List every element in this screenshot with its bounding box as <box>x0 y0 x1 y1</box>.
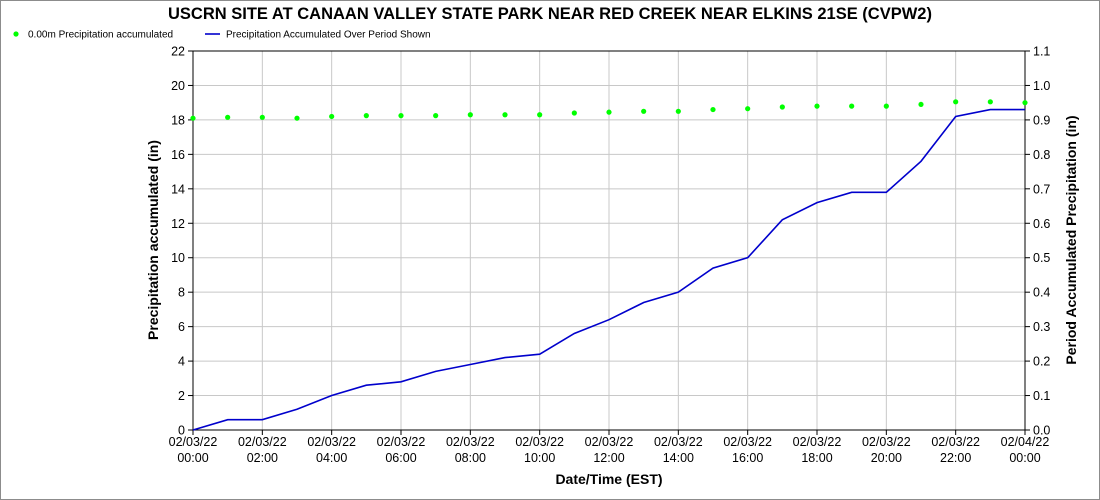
x-tick-label-time: 02:00 <box>247 451 278 465</box>
y-tick-label-left: 16 <box>171 148 185 162</box>
y-tick-label-right: 0.6 <box>1033 217 1050 231</box>
y-tick-label-left: 10 <box>171 251 185 265</box>
x-tick-label-time: 10:00 <box>524 451 555 465</box>
y-tick-label-left: 12 <box>171 217 185 231</box>
x-tick-label-time: 06:00 <box>385 451 416 465</box>
y-tick-label-right: 0.9 <box>1033 113 1050 127</box>
y-tick-label-left: 0 <box>178 424 185 438</box>
y-ticks-right: 0.0 0.1 0.2 0.3 0.4 0.5 0.6 0.7 0.8 0.9 1.0 1.1 <box>1033 45 1050 438</box>
data-point <box>259 114 265 120</box>
plot-area-border <box>192 50 1026 431</box>
data-point <box>606 109 612 115</box>
data-point <box>467 112 473 118</box>
data-point <box>571 110 577 116</box>
data-point <box>953 99 959 105</box>
x-tick-label-date: 02/03/22 <box>169 435 218 449</box>
x-tick-label-time: 20:00 <box>871 451 902 465</box>
chart-title: USCRN SITE AT CANAAN VALLEY STATE PARK N… <box>168 5 932 23</box>
y-axis-label-right: Period Accumulated Precipitation (in) <box>1063 115 1079 364</box>
y-tick-label-right: 0.0 <box>1033 424 1050 438</box>
data-point <box>918 101 924 108</box>
y-axis-label-left: Precipitation accumulated (in) <box>145 140 161 340</box>
x-tick-label-date: 02/03/22 <box>931 435 980 449</box>
x-tick-label-date: 02/03/22 <box>238 435 287 449</box>
y-tick-label-right: 0.7 <box>1033 182 1050 196</box>
y-tick-label-right: 0.2 <box>1033 355 1050 369</box>
data-point <box>294 115 300 121</box>
series-precipitation-accumulated <box>190 99 1028 121</box>
data-point <box>329 113 335 120</box>
data-point <box>641 108 647 114</box>
x-tick-label-date: 02/03/22 <box>515 435 564 449</box>
x-axis-label: Date/Time (EST) <box>555 471 662 487</box>
y-tick-label-right: 1.1 <box>1033 45 1050 59</box>
x-tick-label-date: 02/03/22 <box>862 435 911 449</box>
data-point <box>883 103 889 109</box>
y-tick-label-right: 1.0 <box>1033 79 1050 93</box>
x-tick-label-time: 08:00 <box>455 451 486 465</box>
data-point <box>190 115 196 121</box>
y-tick-label-left: 2 <box>178 389 185 403</box>
data-point <box>987 99 993 105</box>
grid <box>192 50 1026 431</box>
x-tick-label-date: 02/03/22 <box>793 435 842 449</box>
data-point <box>814 103 820 109</box>
y-tick-label-left: 18 <box>171 113 185 127</box>
x-tick-label-date: 02/04/22 <box>1001 435 1050 449</box>
series-line-period-accumulated <box>192 108 1025 431</box>
y-ticks-left: 0 2 4 6 8 10 12 14 16 18 20 22 <box>171 45 185 438</box>
legend-label-line: Precipitation Accumulated Over Period Sh… <box>226 30 431 41</box>
x-tick-label-time: 12:00 <box>593 451 624 465</box>
data-point <box>1022 100 1028 106</box>
data-point <box>675 108 681 114</box>
y-tick-label-left: 22 <box>171 45 185 59</box>
y-tick-label-right: 0.1 <box>1033 389 1050 403</box>
y-tick-label-right: 0.8 <box>1033 148 1050 162</box>
legend-marker-points <box>13 31 19 37</box>
y-tick-label-right: 0.5 <box>1033 251 1050 265</box>
x-tick-label-date: 02/03/22 <box>446 435 495 449</box>
legend: 0.00m Precipitation accumulated Precipita… <box>13 30 431 41</box>
y-tick-label-left: 4 <box>178 355 185 369</box>
data-point <box>363 113 369 119</box>
x-tick-label-time: 14:00 <box>663 451 694 465</box>
x-tick-label-time: 16:00 <box>732 451 763 465</box>
data-point <box>433 113 439 119</box>
series-period-accumulated <box>192 108 1025 431</box>
data-point <box>710 106 716 113</box>
legend-label-points: 0.00m Precipitation accumulated <box>28 30 173 41</box>
y-tick-label-right: 0.4 <box>1033 286 1050 300</box>
data-point <box>779 104 785 110</box>
data-point <box>745 106 751 112</box>
data-point <box>537 112 543 118</box>
x-tick-label-date: 02/03/22 <box>377 435 426 449</box>
x-tick-label-date: 02/03/22 <box>723 435 772 449</box>
y-tick-label-left: 20 <box>171 79 185 93</box>
x-tick-label-time: 04:00 <box>316 451 347 465</box>
x-tick-label-time: 00:00 <box>177 451 208 465</box>
data-point <box>849 103 855 109</box>
data-point <box>502 112 508 118</box>
x-tick-label-date: 02/03/22 <box>307 435 356 449</box>
x-tick-label-time: 18:00 <box>801 451 832 465</box>
axes <box>188 50 1030 435</box>
y-tick-label-right: 0.3 <box>1033 320 1050 334</box>
x-ticks: 02/03/22 00:00 02/03/22 02:00 02/03/22 04:00 0… <box>169 435 1050 465</box>
data-point <box>225 114 231 120</box>
y-tick-label-left: 8 <box>178 286 185 300</box>
x-tick-label-time: 22:00 <box>940 451 971 465</box>
data-point <box>398 113 404 119</box>
x-tick-label-date: 02/03/22 <box>585 435 634 449</box>
y-tick-label-left: 6 <box>178 320 185 334</box>
x-tick-label-date: 02/03/22 <box>654 435 703 449</box>
x-tick-label-time: 00:00 <box>1009 451 1040 465</box>
y-tick-label-left: 14 <box>171 182 185 196</box>
